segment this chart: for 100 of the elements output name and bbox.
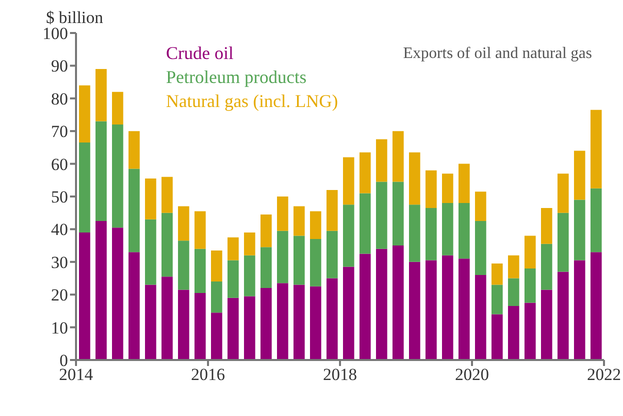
x-tick-label: 2022: [587, 365, 621, 384]
bar: [310, 286, 322, 360]
bar: [310, 211, 322, 240]
bar: [458, 164, 470, 204]
bar: [442, 203, 454, 256]
bar: [541, 290, 552, 360]
bar: [211, 312, 222, 360]
bar: [541, 244, 552, 290]
bar: [211, 282, 222, 313]
bar: [508, 278, 520, 306]
bar: [277, 230, 288, 284]
bar: [508, 306, 520, 360]
bar: [590, 252, 602, 360]
bar: [574, 260, 586, 360]
x-tick-label: 2020: [455, 365, 489, 384]
bar: [558, 212, 569, 272]
bar: [392, 131, 404, 182]
bar: [409, 152, 420, 205]
y-tick-label: 30: [51, 252, 68, 272]
bar: [194, 211, 206, 249]
bar: [244, 255, 256, 296]
bar: [492, 284, 503, 314]
bar: [244, 232, 256, 256]
series-label: Natural gas (incl. LNG): [166, 90, 338, 113]
bar: [145, 284, 156, 360]
bar: [343, 157, 354, 205]
bar: [458, 258, 470, 360]
bar: [590, 188, 602, 252]
bar: [277, 283, 288, 360]
y-tick-label: 10: [51, 318, 68, 338]
bar: [211, 250, 222, 282]
bar: [112, 228, 124, 360]
x-tick-label: 2014: [59, 365, 94, 384]
bar: [492, 264, 503, 285]
bar: [96, 121, 107, 222]
bar: [228, 298, 239, 360]
bar: [178, 206, 190, 241]
bar: [178, 290, 190, 360]
bar: [128, 252, 140, 360]
bar: [392, 182, 404, 246]
bar: [228, 237, 239, 260]
bar: [294, 236, 305, 285]
bar: [426, 208, 437, 260]
bar: [294, 284, 305, 360]
bar: [524, 268, 536, 303]
bar: [310, 239, 322, 286]
y-tick-label: 40: [51, 220, 68, 240]
bar: [244, 296, 256, 360]
bar: [260, 214, 272, 248]
x-tick-label: 2016: [191, 365, 225, 384]
bar: [260, 288, 272, 360]
bar: [376, 182, 388, 249]
bar: [409, 262, 420, 360]
bar: [574, 150, 586, 200]
y-tick-label: 60: [51, 154, 68, 174]
bar: [79, 142, 90, 232]
bar: [79, 232, 90, 360]
bar: [277, 196, 288, 231]
bar: [442, 174, 454, 204]
y-tick-label: 90: [51, 56, 68, 76]
bar: [458, 203, 470, 259]
text: Petroleum products: [166, 66, 308, 89]
bar: [409, 204, 420, 262]
bar: [96, 68, 107, 122]
text: Crude oil: [166, 42, 234, 65]
bar: [574, 200, 586, 260]
bar: [360, 254, 371, 360]
y-tick-label: 70: [51, 122, 68, 142]
bar: [145, 219, 156, 285]
bar: [112, 124, 124, 228]
bar: [360, 193, 371, 254]
bar: [376, 139, 388, 182]
x-tick-label: 2018: [323, 365, 357, 384]
bar: [426, 170, 437, 208]
bar: [442, 255, 454, 360]
bar: [228, 260, 239, 298]
bar: [541, 208, 552, 244]
bar: [558, 174, 569, 213]
bar: [376, 248, 388, 360]
bar: [162, 276, 173, 360]
y-tick-label: 20: [51, 286, 68, 305]
bar: [162, 176, 173, 213]
bar: [145, 178, 156, 220]
text: Exports of oil and natural gas: [403, 45, 592, 63]
bar: [128, 131, 140, 169]
bar: [524, 302, 536, 360]
bar: [343, 204, 354, 267]
bar: [260, 247, 272, 288]
bar: [326, 190, 338, 231]
bar: [96, 221, 107, 360]
bar: [475, 274, 486, 360]
bar: [326, 278, 338, 360]
bar: [508, 255, 520, 278]
bar: [178, 240, 190, 290]
bar: [112, 92, 124, 125]
bar: [294, 206, 305, 236]
y-tick-label: 50: [51, 188, 68, 207]
bar: [524, 236, 536, 268]
y-tick-label: 80: [51, 89, 68, 108]
bar: [492, 314, 503, 360]
